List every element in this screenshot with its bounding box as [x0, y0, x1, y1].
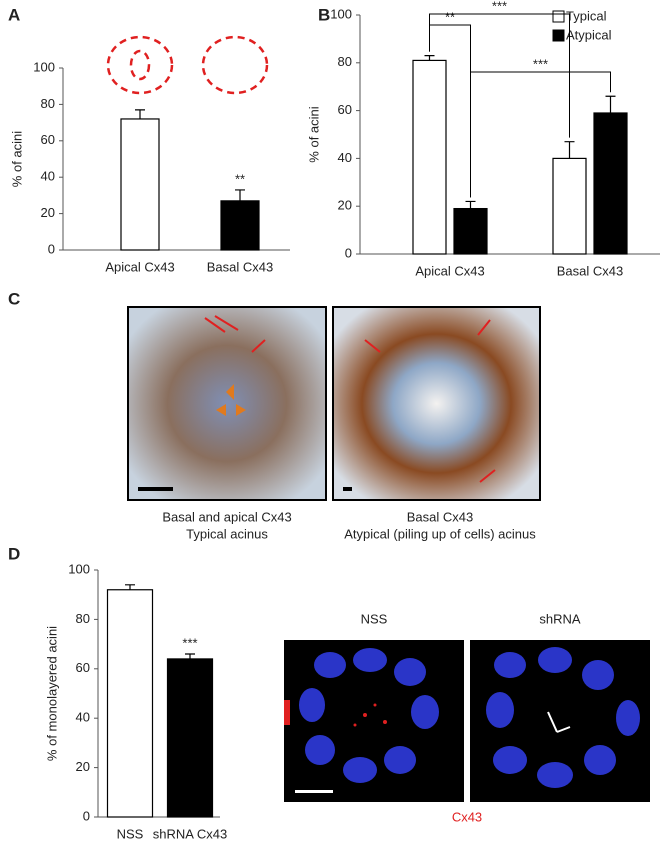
panel-letter: D — [8, 544, 20, 563]
schematic — [106, 35, 269, 95]
error-bar — [135, 109, 145, 119]
y-tick-label: 100 — [33, 59, 55, 74]
y-tick-label: 60 — [41, 132, 55, 147]
y-tick-label: 40 — [76, 710, 90, 725]
x-tick-label: Apical Cx43 — [105, 259, 174, 274]
y-tick-label: 40 — [338, 150, 352, 165]
bar — [106, 589, 154, 818]
significance: ** — [235, 171, 245, 186]
image-title: shRNA — [539, 611, 581, 626]
nuclei — [299, 647, 640, 788]
y-tick-label: 60 — [338, 102, 352, 117]
error-bar — [125, 584, 135, 590]
scale-bar — [295, 790, 333, 793]
y-tick-label: 20 — [76, 759, 90, 774]
y-axis-title: % of acini — [9, 131, 24, 187]
y-axis-title: % of acini — [306, 106, 321, 162]
y-tick-label: 80 — [76, 611, 90, 626]
y-tick-label: 80 — [338, 54, 352, 69]
stain-label: Cx43 — [452, 809, 482, 824]
bar — [220, 200, 260, 251]
y-tick-label: 40 — [41, 169, 55, 184]
significance: *** — [492, 0, 507, 13]
micrograph — [332, 306, 541, 501]
bar — [412, 59, 447, 255]
arrows — [547, 711, 571, 733]
bar — [552, 157, 587, 255]
y-tick-label: 20 — [338, 198, 352, 213]
image-title: NSS — [361, 611, 388, 626]
y-axis-title: % of monolayered acini — [44, 626, 59, 761]
caption: Typical acinus — [186, 526, 268, 541]
y-tick-label: 0 — [83, 808, 90, 823]
legend-label: Typical — [566, 8, 607, 23]
bar — [453, 207, 488, 255]
y-tick-label: 60 — [76, 660, 90, 675]
y-tick-label: 100 — [330, 6, 352, 21]
legend-swatch — [552, 10, 565, 23]
error-bar — [564, 141, 575, 159]
error-bar — [465, 200, 476, 209]
x-tick-label: Basal Cx43 — [207, 259, 273, 274]
bracket — [429, 13, 570, 138]
error-bar — [185, 653, 195, 659]
panel-letter: A — [8, 5, 20, 24]
y-tick-label: 0 — [48, 241, 55, 256]
error-bar — [235, 189, 245, 201]
error-bar — [424, 55, 435, 61]
significance: ** — [445, 9, 455, 24]
caption: Basal Cx43 — [407, 509, 473, 524]
significance: *** — [533, 56, 548, 71]
legend-swatch — [552, 29, 565, 42]
panel-letter: B — [318, 5, 330, 24]
y-tick-label: 80 — [41, 96, 55, 111]
legend-label: Atypical — [566, 27, 612, 42]
y-tick-label: 100 — [68, 561, 90, 576]
micrograph — [127, 306, 327, 501]
error-bar — [605, 95, 616, 113]
bar — [166, 658, 214, 818]
x-tick-label: shRNA Cx43 — [153, 826, 227, 841]
scale-bar — [138, 487, 173, 491]
x-tick-label: NSS — [117, 826, 144, 841]
bar — [593, 112, 628, 255]
significance: *** — [182, 635, 197, 650]
cx43-signal — [284, 700, 387, 727]
bar — [120, 118, 160, 251]
y-tick-label: 20 — [41, 205, 55, 220]
arrows — [204, 315, 496, 483]
x-tick-label: Apical Cx43 — [415, 263, 484, 278]
caption: Basal and apical Cx43 — [162, 509, 291, 524]
arrowheads — [216, 384, 246, 416]
bracket — [470, 71, 611, 198]
panel-letter: C — [8, 289, 20, 308]
scale-bar — [343, 487, 352, 491]
y-tick-label: 0 — [345, 245, 352, 260]
x-tick-label: Basal Cx43 — [557, 263, 623, 278]
caption: Atypical (piling up of cells) acinus — [344, 526, 536, 541]
